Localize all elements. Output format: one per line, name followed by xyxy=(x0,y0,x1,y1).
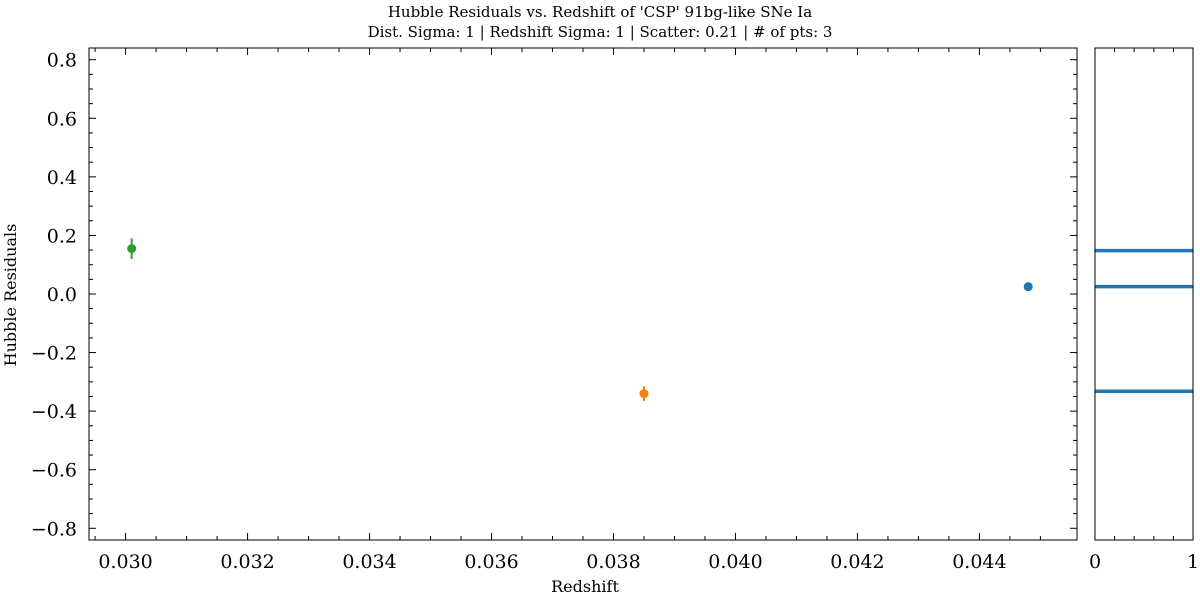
chart-title: Hubble Residuals vs. Redshift of 'CSP' 9… xyxy=(388,3,812,21)
x-tick-label: 0.032 xyxy=(220,551,274,573)
data-point xyxy=(127,244,137,254)
y-tick-label: 0.0 xyxy=(47,284,77,306)
main-plot-area: −0.8 −0.6 −0.4 −0.2 0.0 0.2 0.4 0.6 0.8 0.030 0.03… xyxy=(31,47,1078,573)
y-tick-label: −0.6 xyxy=(31,460,77,482)
x-tick-label: 0.044 xyxy=(952,551,1006,573)
side-plot-frame xyxy=(1094,47,1194,541)
y-tick-label: −0.2 xyxy=(31,343,77,365)
y-tick-label: 0.6 xyxy=(47,108,77,130)
x-tick-label: 0.038 xyxy=(586,551,640,573)
data-point xyxy=(639,389,649,399)
x-tick-label: 0.042 xyxy=(830,551,884,573)
side-x-tick-label: 0 xyxy=(1089,551,1101,573)
y-axis-label: Hubble Residuals xyxy=(1,224,20,367)
chart-subtitle: Dist. Sigma: 1 | Redshift Sigma: 1 | Sca… xyxy=(368,23,833,41)
x-tick-label: 0.030 xyxy=(98,551,152,573)
y-tick-label: 0.2 xyxy=(47,225,77,247)
main-plot-frame xyxy=(88,47,1078,541)
x-axis-label: Redshift xyxy=(551,577,619,596)
y-tick-label: −0.4 xyxy=(31,401,77,423)
x-tick-label: 0.036 xyxy=(464,551,518,573)
y-tick-label: 0.8 xyxy=(47,50,77,72)
x-tick-label: 0.040 xyxy=(708,551,762,573)
data-point xyxy=(1023,282,1033,292)
y-tick-label: 0.4 xyxy=(47,167,77,189)
y-tick-label: −0.8 xyxy=(31,518,77,540)
x-tick-label: 0.034 xyxy=(342,551,396,573)
side-x-tick-label: 1 xyxy=(1187,551,1199,573)
